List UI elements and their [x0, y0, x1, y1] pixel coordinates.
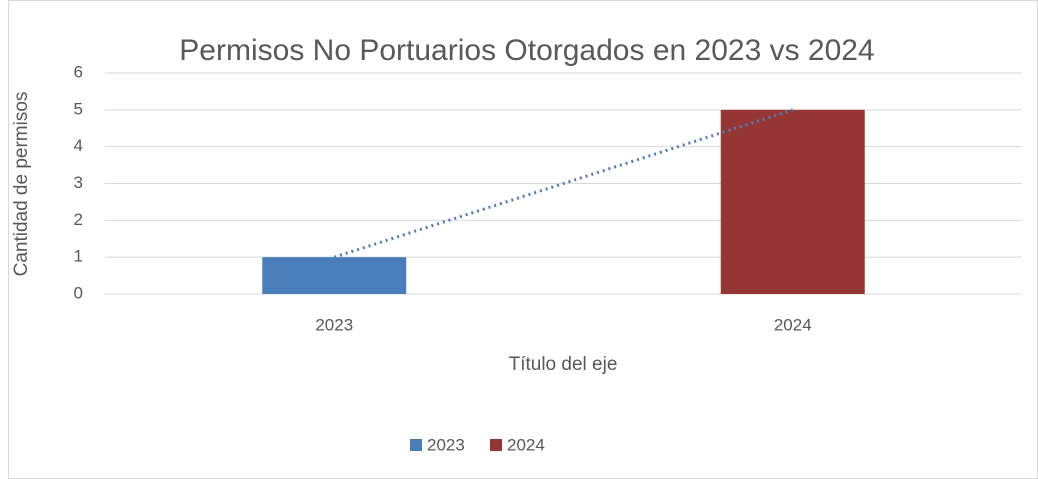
legend-swatch [410, 439, 422, 451]
x-axis-title: Título del eje [509, 354, 618, 375]
y-tick-label: 6 [74, 62, 83, 81]
x-tick-label: 2023 [315, 315, 353, 334]
legend-swatch [490, 439, 502, 451]
x-tick-label: 2024 [774, 315, 812, 334]
y-tick-label: 3 [74, 173, 83, 192]
bar [262, 257, 407, 294]
trendline [333, 108, 794, 259]
y-axis-title: Cantidad de permisos [11, 92, 32, 277]
legend-label: 2024 [507, 435, 545, 454]
y-tick-label: 5 [74, 99, 83, 118]
y-tick-label: 1 [74, 247, 83, 266]
chart-title: Permisos No Portuarios Otorgados en 2023… [179, 34, 874, 67]
chart-frame [8, 0, 1038, 479]
bar [720, 109, 865, 294]
y-tick-label: 0 [74, 283, 83, 302]
y-tick-label: 2 [74, 210, 83, 229]
legend-label: 2023 [427, 435, 465, 454]
y-tick-label: 4 [74, 136, 83, 155]
